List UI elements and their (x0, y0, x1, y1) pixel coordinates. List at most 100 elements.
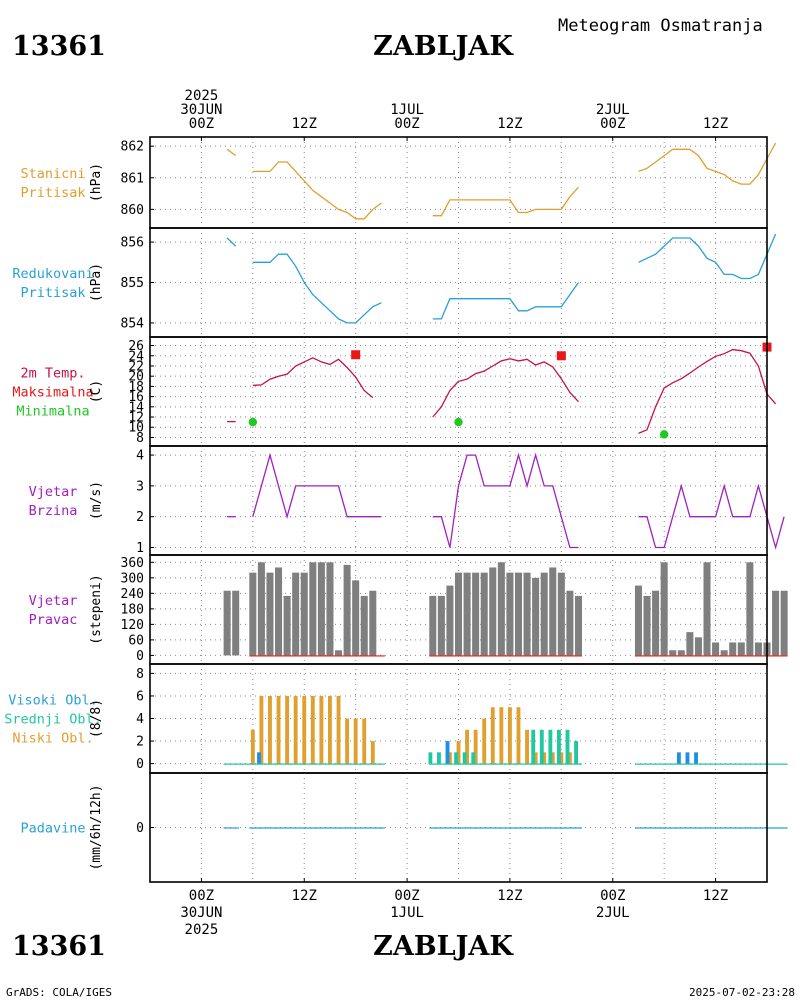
top-tick-label: 12Z (497, 116, 522, 132)
series-line (252, 452, 382, 520)
data-bar (567, 752, 572, 764)
data-bar (437, 752, 441, 764)
data-bar (574, 595, 582, 656)
data-bar (370, 741, 375, 764)
panel-label: Pravac (29, 612, 78, 628)
panel-label: Pritisak (20, 185, 85, 201)
panel-label: Stanicni (20, 166, 85, 182)
bottom-tick-label: 00Z (600, 888, 625, 904)
data-bar (514, 572, 522, 656)
data-bar (472, 572, 480, 656)
data-bar (533, 752, 538, 764)
bottom-tick-label: 1JUL (390, 905, 424, 921)
data-bar (319, 695, 324, 764)
max-temp-marker (556, 351, 566, 361)
panel-label: Maksimalna (12, 385, 93, 401)
top-tick-label: 00Z (600, 116, 625, 132)
data-bar (676, 752, 681, 764)
data-bar (343, 564, 351, 656)
series-line (432, 452, 579, 549)
panel-label: Srednji Obl. (4, 712, 102, 728)
data-bar (490, 707, 495, 764)
bottom-tick-label: 30JUN (180, 905, 222, 921)
station-name-bottom: ZABLJAK (373, 931, 514, 962)
data-bar (310, 695, 315, 764)
data-bar (532, 577, 540, 656)
panel-label: Vjetar (29, 593, 78, 609)
series-line (432, 282, 580, 320)
data-bar (285, 695, 290, 764)
panel-frame (149, 227, 768, 338)
y-tick-label: 0 (136, 649, 144, 664)
y-tick-label: 14 (128, 400, 144, 415)
data-bar (559, 752, 564, 764)
y-tick-label: 4 (136, 712, 144, 727)
y-tick-label: 180 (121, 602, 144, 617)
series-line (252, 161, 382, 220)
panel-wind-speed: 1 2 3 4 Vjetar Brzina (m/s) (29, 445, 785, 556)
panel-precipitation: 0 Padavine (mm/6h/12h) (20, 772, 788, 883)
data-bar (446, 585, 454, 656)
axis-unit: (mm/6h/12h) (89, 784, 104, 870)
y-tick-label: 22 (128, 359, 144, 374)
series-line (432, 358, 579, 418)
bottom-tick-label: 2025 (185, 922, 219, 938)
data-bar (369, 590, 377, 656)
data-bar (507, 707, 512, 764)
chart-title: Meteogram Osmatranja (558, 16, 763, 36)
data-bar (362, 718, 367, 764)
panel-label: 2m Temp. (20, 366, 85, 382)
panel-label: Padavine (20, 821, 85, 837)
y-tick-label: 8 (136, 431, 144, 446)
footer-credit: GrADS: COLA/IGES (6, 986, 112, 999)
data-bar (454, 752, 459, 764)
data-bar (445, 741, 450, 764)
top-tick-label: 1JUL (390, 102, 424, 118)
data-bar (328, 695, 332, 764)
data-bar (335, 650, 343, 656)
y-tick-label: 240 (121, 587, 144, 602)
y-tick-label: 10 (128, 421, 144, 436)
data-bar (489, 567, 497, 656)
data-bar (454, 572, 463, 656)
data-bar (317, 562, 325, 656)
data-bar (345, 718, 350, 764)
data-bar (326, 562, 334, 656)
data-bar (525, 729, 529, 764)
data-bar (540, 572, 548, 656)
y-tick-label: 20 (128, 370, 144, 385)
data-bar (746, 562, 754, 656)
data-bar (694, 752, 698, 764)
panel-label: Vjetar (29, 484, 78, 500)
data-bar (463, 572, 471, 656)
panel-cloud-cover: 0 2 4 6 8 Visoki Obl. Srednji Obl. Niski Obl.(8… (4, 663, 788, 774)
data-bar (223, 590, 231, 656)
data-bar (677, 650, 685, 656)
max-temp-marker (351, 350, 361, 360)
series-line (252, 357, 374, 399)
panel-reduced-pressure: 854 855 856 Redukovani Pritisak (hPa) (12, 227, 777, 338)
panel-frame (149, 772, 768, 883)
axis-unit: (stepeni) (89, 574, 104, 644)
y-tick-label: 861 (121, 171, 144, 186)
series-line (638, 142, 777, 185)
panel-label: Minimalna (16, 404, 89, 420)
axis-unit: (m/s) (89, 481, 104, 520)
data-bar (720, 650, 728, 656)
station-id-top: 13361 (12, 31, 106, 62)
axis-unit: (hPa) (89, 263, 104, 302)
y-tick-label: 3 (136, 479, 144, 494)
panel-label: Redukovani (12, 266, 93, 282)
y-tick-label: 8 (136, 667, 144, 682)
y-tick-label: 6 (136, 689, 144, 704)
y-tick-label: 0 (136, 821, 144, 836)
data-bar (259, 695, 264, 764)
data-bar (276, 695, 281, 764)
data-bar (516, 707, 521, 764)
data-bar (523, 572, 531, 656)
y-tick-label: 18 (128, 380, 144, 395)
bottom-tick-label: 12Z (292, 888, 317, 904)
data-bar (549, 567, 557, 656)
top-tick-label: 00Z (394, 116, 419, 132)
data-bar (712, 642, 720, 656)
